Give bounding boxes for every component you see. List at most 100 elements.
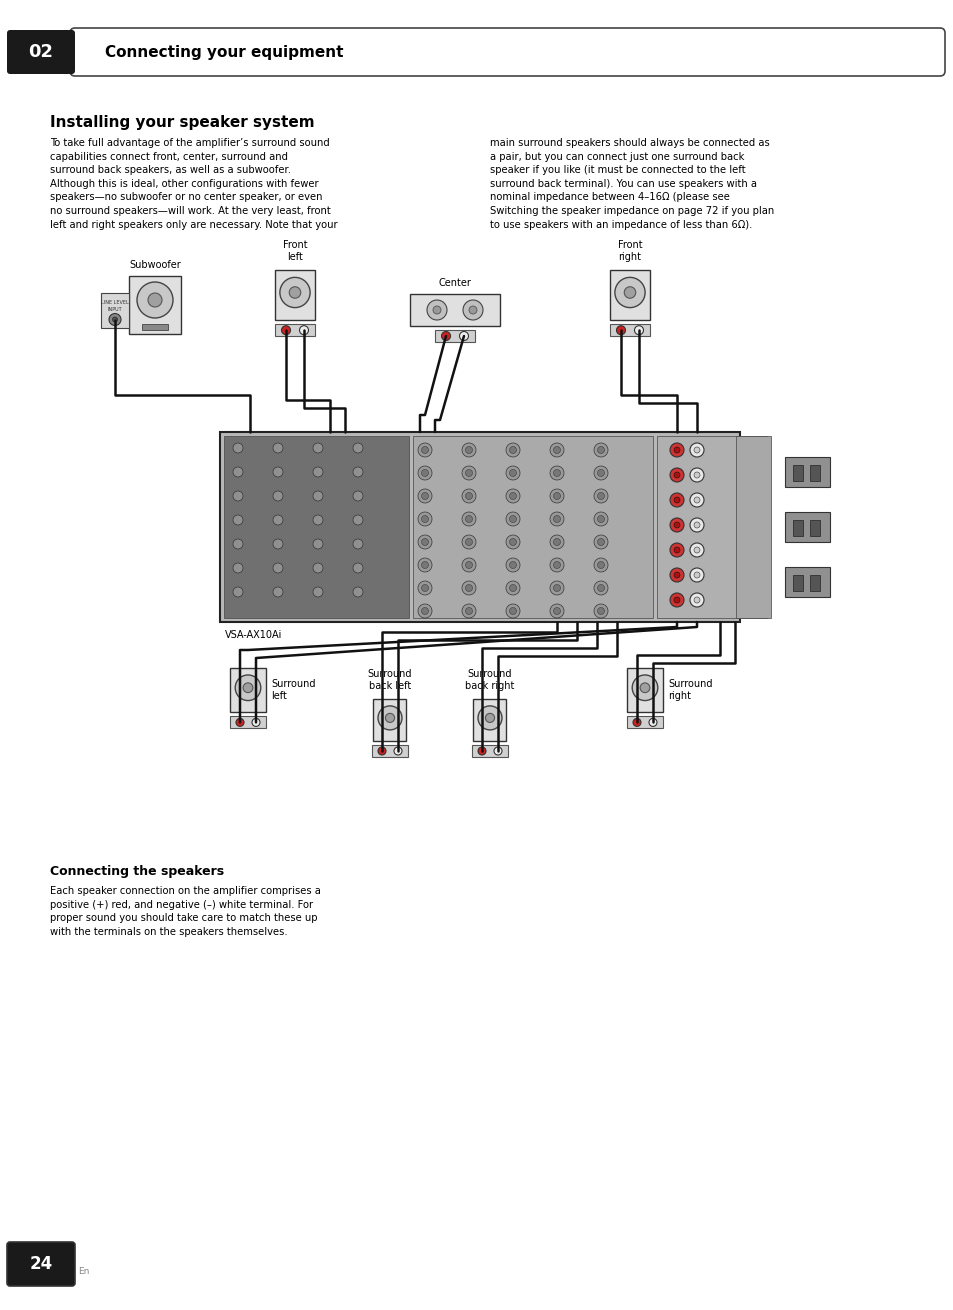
Circle shape [394,747,401,755]
Circle shape [233,538,243,549]
Circle shape [669,493,683,507]
Circle shape [673,572,679,578]
Bar [372,745,408,757]
Circle shape [421,562,428,569]
Circle shape [421,538,428,545]
Circle shape [633,718,640,727]
Circle shape [597,584,604,592]
Circle shape [553,493,560,499]
Text: VSA-AX10Ai: VSA-AX10Ai [225,630,282,641]
Text: main surround speakers should always be connected as
a pair, but you can connect: main surround speakers should always be … [490,138,774,229]
FancyBboxPatch shape [7,30,75,73]
Circle shape [669,468,683,482]
Circle shape [465,538,472,545]
Circle shape [465,608,472,614]
Circle shape [377,706,401,730]
Circle shape [689,493,703,507]
Circle shape [421,608,428,614]
Bar [472,745,507,757]
Bar [274,324,314,337]
Circle shape [353,587,363,597]
Circle shape [273,587,283,597]
Circle shape [594,512,607,527]
Bar [809,575,820,591]
Circle shape [459,331,468,341]
Circle shape [553,516,560,523]
Circle shape [693,521,700,528]
Circle shape [465,584,472,592]
Bar [735,436,770,618]
Circle shape [693,597,700,603]
Circle shape [689,443,703,457]
Circle shape [417,489,432,503]
Circle shape [673,548,679,553]
Bar [792,575,802,591]
Circle shape [673,597,679,603]
Bar [274,270,314,320]
Circle shape [550,534,563,549]
Bar [224,436,409,618]
Circle shape [461,558,476,572]
Circle shape [477,747,485,755]
FancyBboxPatch shape [7,1242,75,1286]
Circle shape [313,466,323,477]
Circle shape [421,584,428,592]
Bar [657,436,766,618]
Circle shape [594,604,607,618]
Bar [784,457,829,487]
Circle shape [313,563,323,572]
Bar [435,330,475,342]
Circle shape [509,562,516,569]
Circle shape [673,521,679,528]
Circle shape [693,548,700,553]
Circle shape [669,517,683,532]
Text: Surround
left: Surround left [272,679,315,701]
Circle shape [550,512,563,527]
Text: To take full advantage of the amplifier’s surround sound
capabilities connect fr: To take full advantage of the amplifier’… [50,138,337,229]
Circle shape [505,443,519,457]
Circle shape [597,447,604,453]
Text: Subwoofer: Subwoofer [129,259,181,270]
Circle shape [465,493,472,499]
Circle shape [505,489,519,503]
FancyBboxPatch shape [70,28,944,76]
Circle shape [550,489,563,503]
Circle shape [623,287,635,299]
Circle shape [273,466,283,477]
Circle shape [461,512,476,527]
Bar [413,436,652,618]
Circle shape [461,466,476,479]
Circle shape [299,326,308,334]
Circle shape [553,584,560,592]
Circle shape [616,326,625,334]
Circle shape [505,604,519,618]
Circle shape [594,582,607,595]
Circle shape [693,472,700,478]
Circle shape [594,466,607,479]
Bar [101,292,129,328]
Circle shape [689,593,703,607]
Circle shape [597,608,604,614]
Bar [374,700,406,741]
Circle shape [233,491,243,500]
Circle shape [594,534,607,549]
Circle shape [421,447,428,453]
Text: Surround
back right: Surround back right [465,669,515,690]
Bar [410,293,499,326]
Circle shape [465,562,472,569]
Bar [792,520,802,536]
Circle shape [597,493,604,499]
Circle shape [461,604,476,618]
Circle shape [252,718,260,727]
Circle shape [693,496,700,503]
Circle shape [461,443,476,457]
Circle shape [417,534,432,549]
Text: 02: 02 [29,43,53,62]
Bar [809,465,820,481]
Circle shape [505,534,519,549]
Circle shape [273,515,283,525]
Text: 24: 24 [30,1255,52,1273]
Circle shape [469,307,476,314]
Circle shape [313,515,323,525]
Circle shape [553,538,560,545]
